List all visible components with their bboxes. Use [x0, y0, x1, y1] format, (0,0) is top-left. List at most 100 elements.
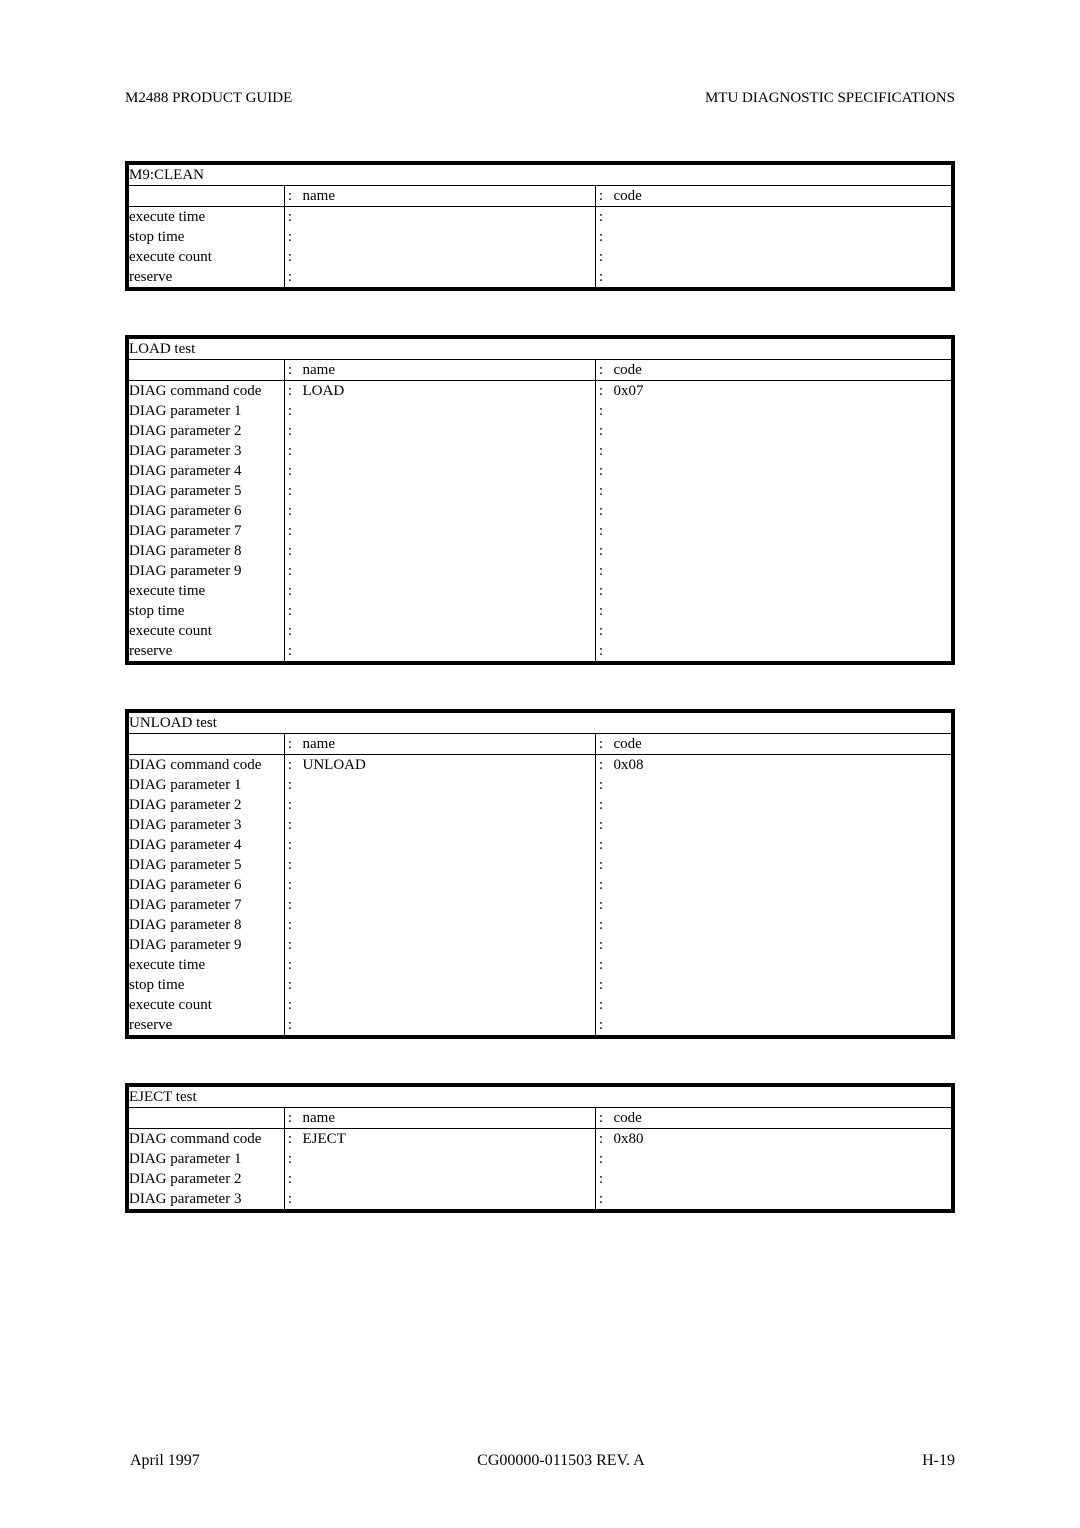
- row-name-cell: : LOAD: [285, 381, 596, 402]
- table-row: reserve: :: [127, 267, 953, 289]
- row-code-cell: : 0x08: [596, 755, 954, 776]
- table-row: DIAG parameter 7: :: [127, 895, 953, 915]
- row-label: execute time: [127, 207, 285, 228]
- row-label: DIAG parameter 2: [127, 421, 285, 441]
- row-label: DIAG parameter 4: [127, 461, 285, 481]
- row-label: reserve: [127, 641, 285, 663]
- table-title-spacer: [596, 711, 954, 734]
- row-name-cell: :: [285, 521, 596, 541]
- row-name-cell: :: [285, 795, 596, 815]
- col-header-code-label: code: [614, 736, 642, 752]
- row-name-cell: :: [285, 501, 596, 521]
- table-row: DIAG command code: EJECT: 0x80: [127, 1129, 953, 1150]
- row-name-cell: :: [285, 935, 596, 955]
- row-code-cell: :: [596, 875, 954, 895]
- row-name-cell: :: [285, 975, 596, 995]
- row-label: DIAG parameter 5: [127, 481, 285, 501]
- row-code-cell: :: [596, 561, 954, 581]
- row-label: DIAG command code: [127, 381, 285, 402]
- row-name-cell: :: [285, 227, 596, 247]
- row-label: execute time: [127, 955, 285, 975]
- row-name-cell: :: [285, 875, 596, 895]
- col-header-name: : name: [285, 1108, 596, 1129]
- row-name-cell: :: [285, 247, 596, 267]
- table-row: DIAG command code: LOAD: 0x07: [127, 381, 953, 402]
- row-name-cell: :: [285, 461, 596, 481]
- table-row: execute time: :: [127, 955, 953, 975]
- table-row: execute count: :: [127, 621, 953, 641]
- table-row: DIAG parameter 5: :: [127, 481, 953, 501]
- page-header: M2488 PRODUCT GUIDE MTU DIAGNOSTIC SPECI…: [125, 90, 955, 107]
- table-row: reserve: :: [127, 641, 953, 663]
- table-title: UNLOAD test: [127, 711, 285, 734]
- table-row: execute time: :: [127, 581, 953, 601]
- table-title-spacer: [285, 711, 596, 734]
- row-code-cell: :: [596, 501, 954, 521]
- row-label: DIAG parameter 1: [127, 775, 285, 795]
- row-label: DIAG parameter 2: [127, 1169, 285, 1189]
- table-row: execute count: :: [127, 247, 953, 267]
- spec-table: LOAD test: name: codeDIAG command code: …: [125, 335, 955, 665]
- row-code-cell: :: [596, 1169, 954, 1189]
- row-name-cell: :: [285, 421, 596, 441]
- footer-left: April 1997: [130, 1452, 200, 1470]
- header-right: MTU DIAGNOSTIC SPECIFICATIONS: [705, 90, 955, 107]
- spec-table: M9:CLEAN: name: codeexecute time: : stop…: [125, 161, 955, 291]
- table-row: DIAG command code: UNLOAD: 0x08: [127, 755, 953, 776]
- table-row: DIAG parameter 1: :: [127, 1149, 953, 1169]
- footer-center: CG00000-011503 REV. A: [477, 1452, 645, 1470]
- col-header-code: : code: [596, 186, 954, 207]
- table-row: stop time: :: [127, 975, 953, 995]
- row-label: DIAG parameter 7: [127, 895, 285, 915]
- row-code-cell: :: [596, 401, 954, 421]
- row-code-cell: :: [596, 421, 954, 441]
- row-code-cell: :: [596, 895, 954, 915]
- table-row: DIAG parameter 2: :: [127, 795, 953, 815]
- row-name-cell: :: [285, 541, 596, 561]
- row-name-cell: :: [285, 1015, 596, 1037]
- row-code-value: 0x07: [614, 383, 644, 399]
- col-header-code-label: code: [614, 1110, 642, 1126]
- table-row: DIAG parameter 4: :: [127, 461, 953, 481]
- spec-table: EJECT test: name: codeDIAG command code:…: [125, 1083, 955, 1213]
- row-name-cell: : EJECT: [285, 1129, 596, 1150]
- row-name-cell: :: [285, 481, 596, 501]
- col-header-code: : code: [596, 360, 954, 381]
- footer-right: H-19: [922, 1452, 955, 1470]
- row-label: DIAG parameter 8: [127, 915, 285, 935]
- table-row: DIAG parameter 3: :: [127, 815, 953, 835]
- table-row: execute time: :: [127, 207, 953, 228]
- row-code-cell: :: [596, 815, 954, 835]
- row-name-cell: :: [285, 1169, 596, 1189]
- row-label: DIAG parameter 6: [127, 875, 285, 895]
- table-title-spacer: [596, 163, 954, 186]
- row-name-cell: :: [285, 1149, 596, 1169]
- table-row: stop time: :: [127, 601, 953, 621]
- col-header-name-label: name: [303, 1110, 335, 1126]
- col-header-code: : code: [596, 1108, 954, 1129]
- row-code-cell: :: [596, 441, 954, 461]
- row-label: reserve: [127, 1015, 285, 1037]
- table-row: DIAG parameter 1: :: [127, 401, 953, 421]
- row-label: reserve: [127, 267, 285, 289]
- row-name-cell: :: [285, 915, 596, 935]
- row-code-cell: :: [596, 915, 954, 935]
- page: M2488 PRODUCT GUIDE MTU DIAGNOSTIC SPECI…: [0, 0, 1080, 1528]
- row-name-cell: :: [285, 955, 596, 975]
- row-code-cell: :: [596, 521, 954, 541]
- tables-container: M9:CLEAN: name: codeexecute time: : stop…: [125, 161, 955, 1213]
- row-label: DIAG parameter 9: [127, 561, 285, 581]
- table-row: DIAG parameter 9: :: [127, 935, 953, 955]
- row-code-cell: :: [596, 1189, 954, 1211]
- table-row: stop time: :: [127, 227, 953, 247]
- row-code-cell: :: [596, 955, 954, 975]
- row-code-cell: :: [596, 975, 954, 995]
- row-code-cell: :: [596, 461, 954, 481]
- table-title: EJECT test: [127, 1085, 285, 1108]
- table-title-spacer: [596, 1085, 954, 1108]
- page-footer: April 1997 CG00000-011503 REV. A H-19: [130, 1452, 955, 1470]
- col-header-name-label: name: [303, 362, 335, 378]
- table-row: DIAG parameter 2: :: [127, 1169, 953, 1189]
- col-header-code-label: code: [614, 188, 642, 204]
- row-code-cell: : 0x07: [596, 381, 954, 402]
